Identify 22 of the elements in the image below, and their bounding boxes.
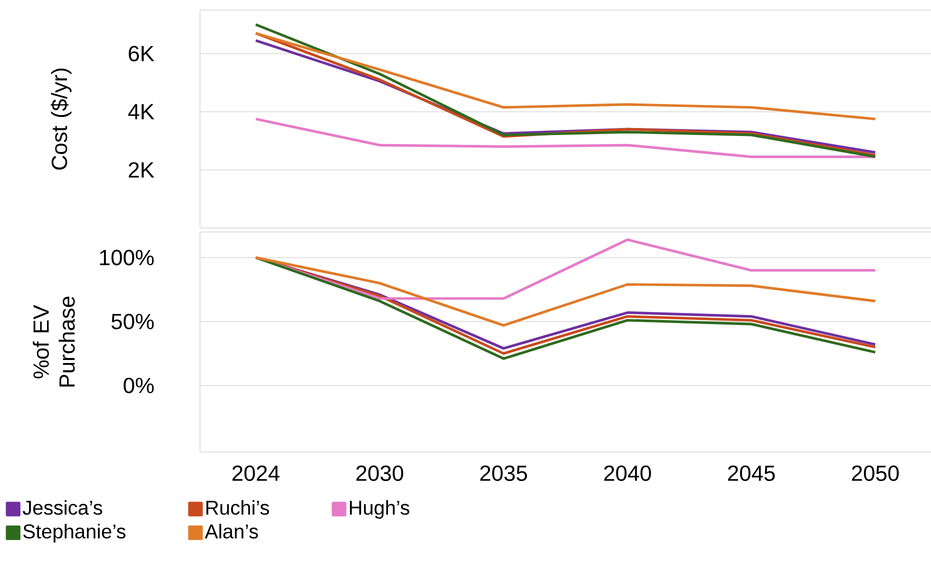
y-axis-title: Cost ($/yr) — [50, 68, 72, 170]
y-tick-label: 100% — [100, 250, 154, 266]
legend-label: Stephanie’s — [23, 524, 126, 542]
y-tick-label: 50% — [112, 314, 154, 330]
legend-label: Ruchi’s — [206, 500, 269, 515]
y-tick-label: 2K — [128, 162, 154, 178]
y-axis-title: %of EV Purchase — [32, 296, 75, 386]
legend-label: Alan’s — [204, 524, 258, 539]
line-series — [254, 118, 877, 158]
legend-label: Jessica’s — [22, 500, 102, 515]
x-tick-label: 2035 — [480, 465, 527, 482]
x-tick-label: 2024 — [232, 465, 280, 482]
x-tick-label: 2040 — [604, 465, 651, 482]
y-tick-label: 0% — [124, 378, 154, 394]
x-tick-label: 2050 — [852, 465, 899, 482]
legend-label: Hugh’s — [350, 500, 410, 519]
y-tick-label: 6K — [128, 46, 154, 62]
x-tick-label: 2030 — [356, 465, 404, 482]
line-series — [254, 32, 877, 120]
y-tick-label: 4K — [128, 104, 154, 120]
x-tick-label: 2045 — [728, 465, 775, 482]
line-series — [254, 256, 877, 327]
